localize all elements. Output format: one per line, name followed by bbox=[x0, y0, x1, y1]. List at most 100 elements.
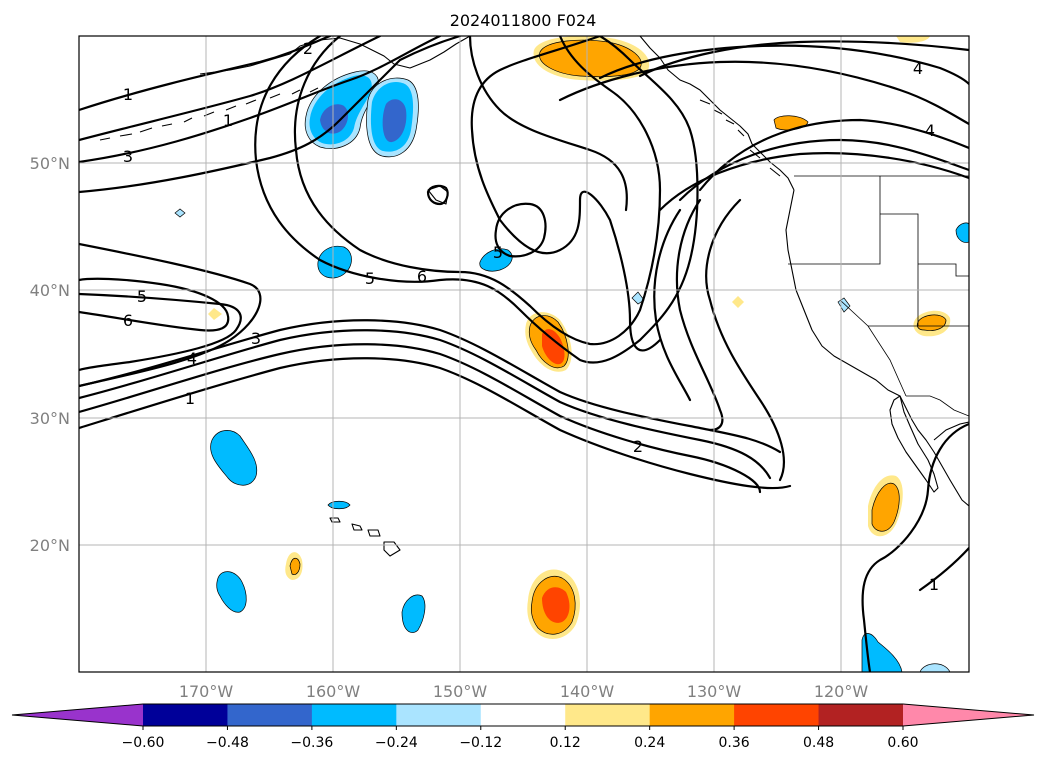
colorbar-segment bbox=[818, 704, 904, 726]
colorbar-segment bbox=[396, 704, 482, 726]
us-mexico-border bbox=[906, 395, 969, 417]
negative-anomaly-hawaii-sw bbox=[216, 571, 247, 613]
positive-anomaly-central-deep bbox=[542, 329, 565, 365]
contour-east-trough-2 bbox=[675, 198, 724, 432]
contour-east-trough-1 bbox=[705, 198, 785, 482]
contour-2-south bbox=[79, 343, 762, 494]
contour-east-6 bbox=[658, 152, 969, 212]
figure-title: 2024011800 F024 bbox=[450, 11, 597, 30]
negative-anomaly-far-east bbox=[955, 222, 969, 243]
colorbar-extend-high bbox=[903, 704, 1034, 726]
lat-label: 20°N bbox=[30, 536, 70, 555]
colorbar-tick-label: −0.24 bbox=[375, 735, 418, 751]
mexico-coast bbox=[933, 421, 969, 441]
contour-east-1 bbox=[638, 40, 969, 78]
contours bbox=[79, 36, 969, 672]
negative-anomaly-hawaii-north bbox=[210, 430, 258, 486]
lat-label: 50°N bbox=[30, 154, 70, 173]
contour-east-2 bbox=[598, 44, 969, 86]
lon-label: 120°W bbox=[814, 682, 869, 701]
contour-trough-inner bbox=[468, 36, 628, 212]
contour-east-4 bbox=[698, 118, 969, 192]
contour-big-ridge-1 bbox=[254, 36, 699, 364]
lon-label: 170°W bbox=[179, 682, 234, 701]
positive-anomaly-dot-1 bbox=[732, 296, 744, 308]
contour-label: 1 bbox=[185, 389, 195, 408]
colorbar-tick-label: 0.36 bbox=[719, 735, 750, 751]
contour-east-3 bbox=[558, 60, 969, 126]
colorbar: −0.60 −0.48 −0.36 −0.24 −0.12 0.12 0.24 0.36 0.4… bbox=[11, 703, 1035, 751]
contour-southeast-small bbox=[918, 546, 969, 592]
contour-big-ridge-2 bbox=[293, 36, 662, 346]
contour-3-north bbox=[79, 36, 442, 164]
nv-ca-border bbox=[839, 299, 907, 397]
colorbar-tick-label: 0.24 bbox=[634, 735, 665, 751]
contour-labels: 1 3 5 6 4 3 1 5 6 5 2 4 4 1 2 1 bbox=[123, 39, 939, 594]
lat-label: 30°N bbox=[30, 409, 70, 428]
contour-6-west bbox=[79, 277, 230, 332]
contour-label: 3 bbox=[251, 329, 261, 348]
positive-anomaly-socal-core bbox=[916, 314, 947, 331]
map-frame bbox=[78, 35, 970, 673]
state-border-3 bbox=[918, 263, 969, 277]
contour-label: 4 bbox=[187, 349, 197, 368]
contour-label: 6 bbox=[123, 311, 133, 330]
contour-label: 5 bbox=[137, 287, 147, 306]
contour-westside-1 bbox=[79, 242, 262, 388]
colorbar-tick-label: −0.48 bbox=[206, 735, 249, 751]
colorbar-segment bbox=[480, 704, 566, 726]
contour-5-west bbox=[79, 292, 242, 372]
aleutian-islands bbox=[99, 87, 319, 141]
negative-anomaly-gulf-alaska-west-deep bbox=[320, 104, 348, 134]
colorbar-segment bbox=[734, 704, 820, 726]
contour-label: 6 bbox=[417, 267, 427, 286]
contour-3-south bbox=[79, 329, 772, 480]
contour-label: 2 bbox=[633, 437, 643, 456]
us-west-coast bbox=[785, 189, 969, 507]
contour-label: 1 bbox=[123, 85, 133, 104]
state-border-1 bbox=[788, 176, 881, 265]
hawaii-islands bbox=[329, 517, 401, 557]
positive-anomaly-hawaii-west-core bbox=[289, 557, 301, 575]
colorbar-segment bbox=[565, 704, 651, 726]
colorbar-tick-label: 0.12 bbox=[550, 735, 581, 751]
borders bbox=[788, 175, 969, 417]
contour-inner-ridge bbox=[470, 36, 662, 352]
positive-anomaly-dot-2 bbox=[208, 308, 222, 320]
colorbar-tick-label: −0.12 bbox=[459, 735, 502, 751]
lon-label: 130°W bbox=[687, 682, 742, 701]
map-area: 1 3 5 6 4 3 1 5 6 5 2 4 4 1 2 1 bbox=[79, 36, 969, 672]
contour-east-5 bbox=[678, 138, 969, 202]
contour-north-4 bbox=[79, 36, 462, 194]
latitude-labels: 50°N 40°N 30°N 20°N bbox=[30, 154, 70, 555]
contour-label: 5 bbox=[365, 269, 375, 288]
colorbar-tick-label: −0.36 bbox=[290, 735, 333, 751]
negative-anomaly-small-1 bbox=[327, 500, 351, 510]
negative-anomaly-gulf-alaska-east-deep bbox=[382, 99, 407, 143]
positive-anomaly-baja-core bbox=[871, 482, 900, 532]
negative-anomaly-dot-1 bbox=[174, 208, 186, 218]
contour-label: 4 bbox=[913, 59, 923, 78]
contour-1-south bbox=[79, 357, 792, 490]
contour-closed-5 bbox=[494, 202, 547, 258]
state-border-2 bbox=[880, 213, 919, 264]
contour-label: 3 bbox=[123, 147, 133, 166]
colorbar-tick-label: 0.60 bbox=[887, 735, 918, 751]
lon-label: 140°W bbox=[560, 682, 615, 701]
contour-east-trough-3 bbox=[653, 208, 692, 402]
colorbar-segment bbox=[143, 704, 228, 726]
colorbar-segment bbox=[649, 704, 735, 726]
colorbar-tick-label: −0.60 bbox=[122, 735, 165, 751]
colorbar-extend-low bbox=[12, 704, 143, 726]
graticule bbox=[79, 36, 969, 672]
contour-closed-small bbox=[426, 184, 449, 206]
negative-anomaly-hawaii-se bbox=[401, 594, 426, 633]
baja-peninsula bbox=[889, 395, 939, 493]
positive-anomaly-top-right bbox=[896, 36, 930, 43]
positive-anomaly-south-deep bbox=[542, 587, 570, 623]
contour-label: 4 bbox=[925, 121, 935, 140]
lat-label: 40°N bbox=[30, 281, 70, 300]
contour-1-southeast bbox=[861, 422, 969, 672]
longitude-labels: 170°W 160°W 150°W 140°W 130°W 120°W bbox=[179, 682, 869, 701]
